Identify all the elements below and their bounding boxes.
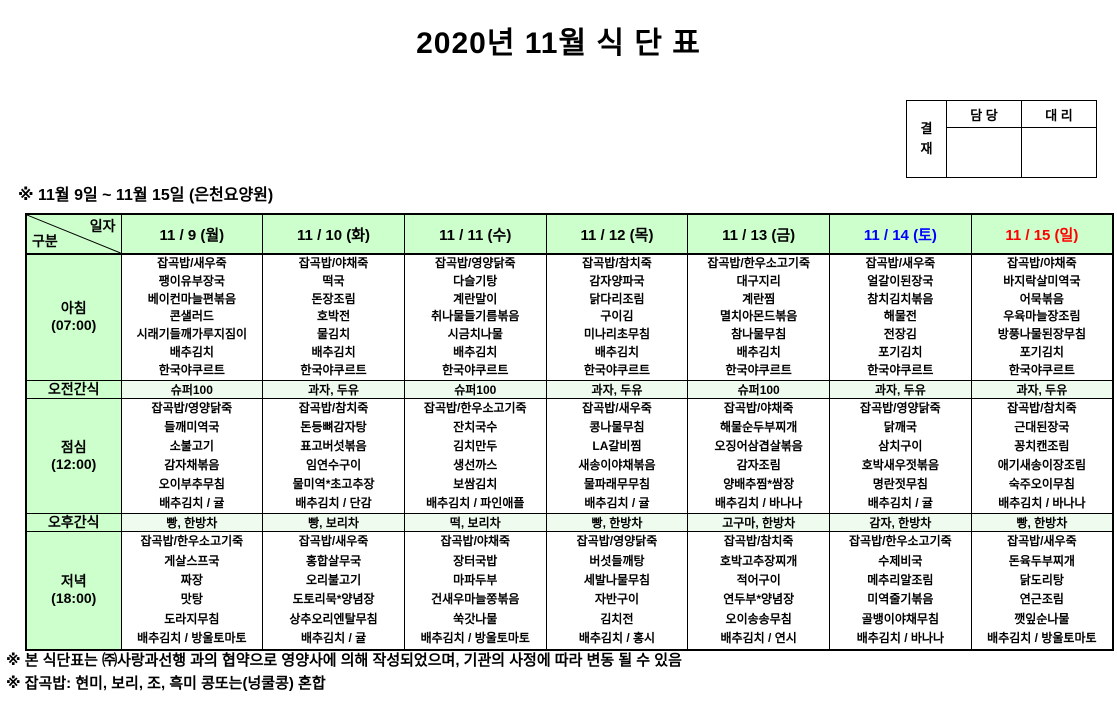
footer-note-1: ※ 본 식단표는 ㈜사랑과선행 과의 협약으로 영양사에 의해 작성되었으며, … bbox=[6, 652, 682, 669]
table-row-pm-snack: 오후간식 빵, 한방차 빵, 보리차 떡, 보리차 빵, 한방차 고구마, 한방차 감자, … bbox=[25, 513, 1114, 533]
footer-notes: ※ 본 식단표는 ㈜사랑과선행 과의 협약으로 영양사에 의해 작성되었으며, … bbox=[6, 649, 682, 695]
page-title: 2020년 11월 식 단 표 bbox=[416, 27, 701, 60]
menu-cell-pm-snack-day6: 감자, 한방차 bbox=[829, 513, 972, 533]
menu-cell-breakfast-day5: 잡곡밥/한우소고기죽 대구지리 계란찜 멸치아몬드볶음 참나물무침 배추김치 한국야쿠르트 bbox=[687, 253, 831, 381]
approval-col-damdang: 담 당 bbox=[946, 100, 1022, 128]
week-range-subtitle: ※ 11월 9일 ~ 11월 15일 (은천요양원) bbox=[18, 187, 274, 204]
corner-label-date: 일자 bbox=[89, 218, 116, 234]
corner-label-category: 구분 bbox=[32, 233, 58, 249]
approval-stamp-label: 결재 bbox=[906, 100, 947, 178]
menu-cell-am-snack-day1: 슈퍼100 bbox=[120, 379, 264, 399]
menu-cell-dinner-day3: 잡곡밥/야채죽 장터국밥 마파두부 건새우마늘쫑볶음 쑥갓나물 배추김치 / 방울토마토 bbox=[403, 531, 547, 651]
menu-cell-pm-snack-day5: 고구마, 한방차 bbox=[687, 513, 831, 533]
day-header-3: 11 / 11 (수) bbox=[403, 213, 547, 255]
menu-cell-breakfast-day1: 잡곡밥/새우죽 팽이유부장국 베이컨마늘편볶음 콘샐러드 시래기들깨가루지짐이 배추김치 한… bbox=[120, 253, 264, 381]
menu-cell-dinner-day2: 잡곡밥/새우죽 홍합살무국 오리불고기 도토리묵*양념장 상추오리엔탈무침 배추김치 / … bbox=[262, 531, 405, 651]
footer-note-2: ※ 잡곡밥: 현미, 보리, 조, 흑미 콩또는(넝쿨콩) 혼합 bbox=[6, 675, 326, 692]
menu-cell-am-snack-day4: 과자, 두유 bbox=[545, 379, 689, 399]
menu-cell-lunch-day2: 잡곡밥/참치죽 돈등뼈감자탕 표고버섯볶음 임연수구이 물미역*초고추장 배추김치 / 단… bbox=[262, 397, 405, 515]
menu-cell-lunch-day1: 잡곡밥/영양닭죽 들깨미역국 소불고기 감자채볶음 오이부추무침 배추김치 / 귤 bbox=[120, 397, 264, 515]
menu-cell-pm-snack-day1: 빵, 한방차 bbox=[120, 513, 264, 533]
menu-cell-pm-snack-day2: 빵, 보리차 bbox=[262, 513, 405, 533]
menu-cell-lunch-day7: 잡곡밥/참치죽 근대된장국 꽁치캔조림 애기새송이장조림 숙주오이무침 배추김치 / 바나… bbox=[970, 397, 1114, 515]
menu-cell-dinner-day5: 잡곡밥/참치죽 호박고추장찌개 적어구이 연두부*양념장 오이송송무침 배추김치 / 연시 bbox=[687, 531, 831, 651]
menu-cell-lunch-day6: 잡곡밥/영양닭죽 닭깨국 삼치구이 호박새우젓볶음 명란젓무침 배추김치 / 귤 bbox=[829, 397, 972, 515]
menu-cell-dinner-day4: 잡곡밥/영양닭죽 버섯들깨탕 세발나물무침 자반구이 김치전 배추김치 / 홍시 bbox=[545, 531, 689, 651]
row-label-am-snack: 오전간식 bbox=[25, 379, 122, 399]
approval-box: 결재 담 당 대 리 bbox=[906, 100, 1097, 178]
table-header-row: 일자 구분 11 / 9 (월) 11 / 10 (화) 11 / 11 (수) 11… bbox=[25, 213, 1114, 255]
day-header-2: 11 / 10 (화) bbox=[262, 213, 405, 255]
menu-cell-dinner-day6: 잡곡밥/한우소고기죽 수제비국 메추리알조림 미역줄기볶음 골뱅이야채무침 배추김치 / … bbox=[829, 531, 972, 651]
menu-cell-am-snack-day5: 슈퍼100 bbox=[687, 379, 831, 399]
day-header-6: 11 / 14 (토) bbox=[829, 213, 972, 255]
menu-cell-am-snack-day2: 과자, 두유 bbox=[262, 379, 405, 399]
menu-cell-pm-snack-day3: 떡, 보리차 bbox=[403, 513, 547, 533]
menu-cell-breakfast-day4: 잡곡밥/참치죽 감자양파국 닭다리조림 구이김 미나리초무침 배추김치 한국야쿠르트 bbox=[545, 253, 689, 381]
day-header-1: 11 / 9 (월) bbox=[120, 213, 264, 255]
day-header-5: 11 / 13 (금) bbox=[687, 213, 831, 255]
menu-cell-lunch-day3: 잡곡밥/한우소고기죽 잔치국수 김치만두 생선까스 보쌈김치 배추김치 / 파인애플 bbox=[403, 397, 547, 515]
menu-cell-dinner-day7: 잡곡밥/새우죽 돈육두부찌개 닭도리탕 연근조림 깻잎순나물 배추김치 / 방울토마토 bbox=[970, 531, 1114, 651]
meal-plan-table: 일자 구분 11 / 9 (월) 11 / 10 (화) 11 / 11 (수) 11… bbox=[25, 213, 1114, 651]
menu-cell-pm-snack-day7: 빵, 한방차 bbox=[970, 513, 1114, 533]
table-row-dinner: 저녁 (18:00) 잡곡밥/한우소고기죽 게살스프국 짜장 맛탕 도라지무침 배추김치 / … bbox=[25, 531, 1114, 651]
approval-col-daeri: 대 리 bbox=[1021, 100, 1097, 128]
menu-cell-dinner-day1: 잡곡밥/한우소고기죽 게살스프국 짜장 맛탕 도라지무침 배추김치 / 방울토마토 bbox=[120, 531, 264, 651]
menu-cell-breakfast-day3: 잡곡밥/영양닭죽 다슬기탕 계란말이 취나물들기름볶음 시금치나물 배추김치 한국야쿠르트 bbox=[403, 253, 547, 381]
approval-sign-cell-damdang bbox=[946, 127, 1022, 178]
approval-sign-cell-daeri bbox=[1021, 127, 1097, 178]
table-row-am-snack: 오전간식 슈퍼100 과자, 두유 슈퍼100 과자, 두유 슈퍼100 과자, 두유 과자,… bbox=[25, 379, 1114, 399]
menu-cell-breakfast-day7: 잡곡밥/야채죽 바지락살미역국 어묵볶음 우육마늘장조림 방풍나물된장무침 포기김치 한국야… bbox=[970, 253, 1114, 381]
menu-cell-am-snack-day6: 과자, 두유 bbox=[829, 379, 972, 399]
corner-cell: 일자 구분 bbox=[25, 213, 122, 255]
row-label-lunch: 점심 (12:00) bbox=[25, 397, 122, 515]
table-row-lunch: 점심 (12:00) 잡곡밥/영양닭죽 들깨미역국 소불고기 감자채볶음 오이부추무침 배추김… bbox=[25, 397, 1114, 515]
menu-cell-am-snack-day7: 과자, 두유 bbox=[970, 379, 1114, 399]
table-row-breakfast: 아침 (07:00) 잡곡밥/새우죽 팽이유부장국 베이컨마늘편볶음 콘샐러드 시래기들깨가… bbox=[25, 253, 1114, 381]
day-header-4: 11 / 12 (목) bbox=[545, 213, 689, 255]
menu-cell-am-snack-day3: 슈퍼100 bbox=[403, 379, 547, 399]
day-header-7: 11 / 15 (일) bbox=[970, 213, 1114, 255]
diagonal-divider bbox=[27, 215, 120, 252]
row-label-pm-snack: 오후간식 bbox=[25, 513, 122, 533]
menu-cell-breakfast-day6: 잡곡밥/새우죽 얼갈이된장국 참치김치볶음 해물전 전장김 포기김치 한국야쿠르트 bbox=[829, 253, 972, 381]
row-label-breakfast: 아침 (07:00) bbox=[25, 253, 122, 381]
menu-cell-breakfast-day2: 잡곡밥/야채죽 떡국 돈장조림 호박전 물김치 배추김치 한국야쿠르트 bbox=[262, 253, 405, 381]
row-label-dinner: 저녁 (18:00) bbox=[25, 531, 122, 651]
menu-cell-pm-snack-day4: 빵, 한방차 bbox=[545, 513, 689, 533]
menu-cell-lunch-day5: 잡곡밥/야채죽 해물순두부찌개 오징어삼겹살볶음 감자조림 양배추찜*쌈장 배추김치 / … bbox=[687, 397, 831, 515]
menu-cell-lunch-day4: 잡곡밥/새우죽 콩나물무침 LA갈비찜 새송이야채볶음 물파래무무침 배추김치 / 귤 bbox=[545, 397, 689, 515]
